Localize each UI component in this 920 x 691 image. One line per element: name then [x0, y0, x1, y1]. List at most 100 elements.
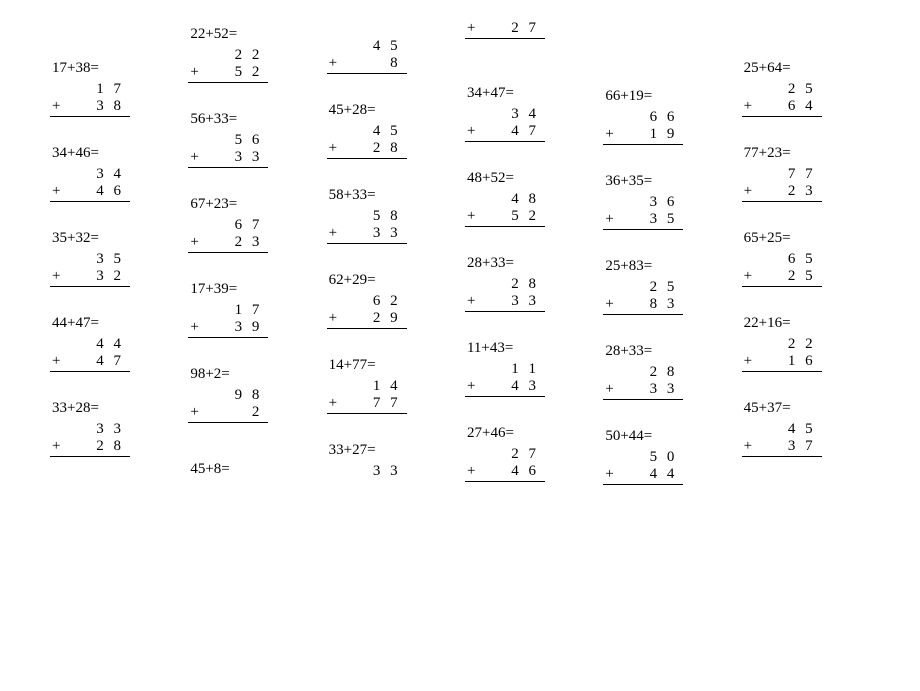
- problem: 62+29= 6 2 +2 9: [327, 272, 407, 329]
- equation: 45+37=: [742, 400, 822, 417]
- plus-sign: +: [50, 268, 66, 285]
- top-number: 4 8: [465, 191, 545, 208]
- top-number: 2 2: [742, 336, 822, 353]
- plus-sign: +: [50, 353, 66, 370]
- bottom-number: 3 7: [758, 438, 822, 455]
- problem: 17+39= 1 7 +3 9: [188, 281, 268, 338]
- problem: 25+64= 2 5 +6 4: [742, 60, 822, 117]
- plus-sign: +: [188, 64, 204, 81]
- problem: 45+37= 4 5 +3 7: [742, 400, 822, 457]
- top-number: 1 7: [50, 81, 130, 98]
- problem: 22+52= 2 2 +5 2: [188, 26, 268, 83]
- bottom-row: +3 3: [603, 381, 683, 400]
- bottom-row: +8 3: [603, 296, 683, 315]
- bottom-row: +8: [327, 55, 407, 74]
- bottom-row: +4 3: [465, 378, 545, 397]
- top-number: 4 5: [742, 421, 822, 438]
- bottom-row: +4 4: [603, 466, 683, 485]
- bottom-row: +4 7: [465, 123, 545, 142]
- problem: 28+33= 2 8 +3 3: [603, 343, 683, 400]
- bottom-row: +7 7: [327, 395, 407, 414]
- bottom-number: 2 3: [204, 234, 268, 251]
- bottom-number: 3 3: [343, 225, 407, 242]
- bottom-row: +3 8: [50, 98, 130, 117]
- top-number: 2 5: [742, 81, 822, 98]
- problem: 4 5 +8: [327, 38, 407, 74]
- equation: 14+77=: [327, 357, 407, 374]
- problem: 34+47= 3 4 +4 7: [465, 85, 545, 142]
- equation: 17+38=: [50, 60, 130, 77]
- problem: 98+2= 9 8 +2: [188, 366, 268, 423]
- equation: 48+52=: [465, 170, 545, 187]
- equation: 62+29=: [327, 272, 407, 289]
- column-1: 17+38= 1 7 +3 8 34+46= 3 4 +4 6 35+32= 3…: [50, 20, 188, 485]
- bottom-row: +2 5: [742, 268, 822, 287]
- plus-sign: +: [742, 183, 758, 200]
- bottom-row: +3 7: [742, 438, 822, 457]
- problem: 35+32= 3 5 +3 2: [50, 230, 130, 287]
- plus-sign: +: [50, 183, 66, 200]
- bottom-row: +2 3: [188, 234, 268, 253]
- bottom-number: 1 6: [758, 353, 822, 370]
- plus-sign: +: [603, 126, 619, 143]
- equation: 67+23=: [188, 196, 268, 213]
- plus-sign: +: [188, 149, 204, 166]
- top-number: 1 4: [327, 378, 407, 395]
- bottom-row: +3 5: [603, 211, 683, 230]
- top-number: 6 7: [188, 217, 268, 234]
- equation: 25+83=: [603, 258, 683, 275]
- top-number: 9 8: [188, 387, 268, 404]
- bottom-number: 4 6: [481, 463, 545, 480]
- top-number: 4 5: [327, 123, 407, 140]
- top-number: 2 2: [188, 47, 268, 64]
- plus-sign: +: [742, 353, 758, 370]
- bottom-number: 3 2: [66, 268, 130, 285]
- top-number: 2 8: [465, 276, 545, 293]
- plus-sign: +: [742, 268, 758, 285]
- top-number: 3 5: [50, 251, 130, 268]
- problem: 48+52= 4 8 +5 2: [465, 170, 545, 227]
- top-number: 7 7: [742, 166, 822, 183]
- plus-sign: +: [327, 395, 343, 412]
- problem: 45+8=: [188, 461, 268, 482]
- column-5: 66+19= 6 6 +1 9 36+35= 3 6 +3 5 25+83= 2…: [603, 20, 741, 513]
- plus-sign: +: [50, 98, 66, 115]
- column-3: 4 5 +8 45+28= 4 5 +2 8 58+33= 5 8 +3 3 6…: [327, 20, 465, 508]
- plus-sign: +: [188, 319, 204, 336]
- bottom-row: +1 6: [742, 353, 822, 372]
- bottom-number: 4 7: [66, 353, 130, 370]
- bottom-number: 1 9: [619, 126, 683, 143]
- equation: 65+25=: [742, 230, 822, 247]
- plus-sign: +: [50, 438, 66, 455]
- bottom-number: 3 8: [66, 98, 130, 115]
- equation: 17+39=: [188, 281, 268, 298]
- problem: 33+28= 3 3 +2 8: [50, 400, 130, 457]
- problem: 58+33= 5 8 +3 3: [327, 187, 407, 244]
- bottom-row: +4 6: [50, 183, 130, 202]
- problem: 33+27= 3 3: [327, 442, 407, 480]
- top-number: 3 3: [50, 421, 130, 438]
- bottom-row: +4 7: [50, 353, 130, 372]
- bottom-number: 5 2: [481, 208, 545, 225]
- column-6: 25+64= 2 5 +6 4 77+23= 7 7 +2 3 65+25= 6…: [742, 20, 880, 485]
- problem: 17+38= 1 7 +3 8: [50, 60, 130, 117]
- bottom-row: +2: [188, 404, 268, 423]
- top-number: 2 5: [603, 279, 683, 296]
- bottom-row: +2 7: [465, 20, 545, 39]
- equation: 45+8=: [188, 461, 268, 478]
- problem: 34+46= 3 4 +4 6: [50, 145, 130, 202]
- bottom-number: 6 4: [758, 98, 822, 115]
- equation: 56+33=: [188, 111, 268, 128]
- top-number: 5 0: [603, 449, 683, 466]
- top-number: 1 1: [465, 361, 545, 378]
- problem: 50+44= 5 0 +4 4: [603, 428, 683, 485]
- top-number: 1 7: [188, 302, 268, 319]
- equation: 34+47=: [465, 85, 545, 102]
- bottom-number: 8 3: [619, 296, 683, 313]
- plus-sign: +: [465, 463, 481, 480]
- equation: 27+46=: [465, 425, 545, 442]
- bottom-number: 2 9: [343, 310, 407, 327]
- bottom-number: 2 5: [758, 268, 822, 285]
- bottom-row: +3 3: [327, 225, 407, 244]
- bottom-row: +5 2: [465, 208, 545, 227]
